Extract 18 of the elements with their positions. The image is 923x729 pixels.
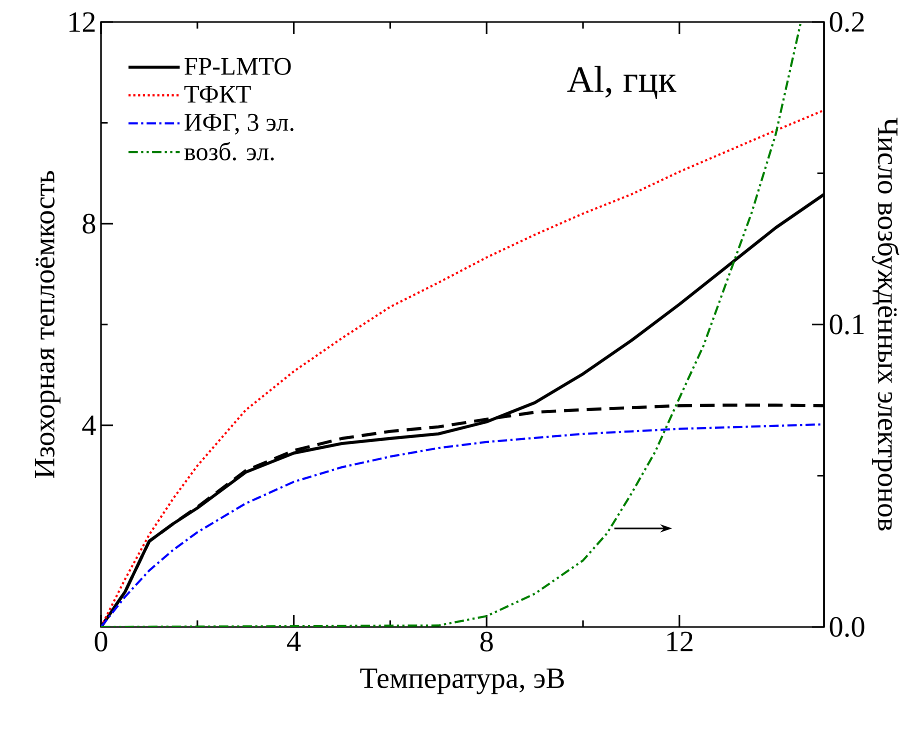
y2-tick-label: 0.2: [830, 12, 864, 32]
annotation: Al, гцк: [567, 66, 676, 100]
x-axis-title: Температура, эВ: [360, 668, 564, 694]
y-tick-label: 8: [82, 214, 96, 234]
x-tick-label: 12: [667, 632, 692, 652]
x-tick-label: 8: [480, 632, 493, 652]
legend-label: FP-LMTO: [184, 58, 291, 75]
legend-label: ИФГ, 3 эл.: [184, 114, 294, 135]
y-axis-title: Изохорная теплоёмкость: [35, 171, 60, 478]
y-tick-label: 12: [70, 12, 95, 32]
y2-axis-title: Число возбуждённых электронов: [872, 118, 900, 530]
legend-label: возб. эл.: [184, 142, 274, 160]
y-tick-label: 4: [82, 416, 96, 435]
legend-label: ТФКТ: [184, 86, 251, 103]
x-tick-label: 0: [94, 632, 108, 652]
y2-tick-label: 0.1: [830, 314, 864, 334]
x-tick-label: 4: [287, 632, 301, 652]
y2-tick-label: 0.0: [830, 617, 864, 637]
